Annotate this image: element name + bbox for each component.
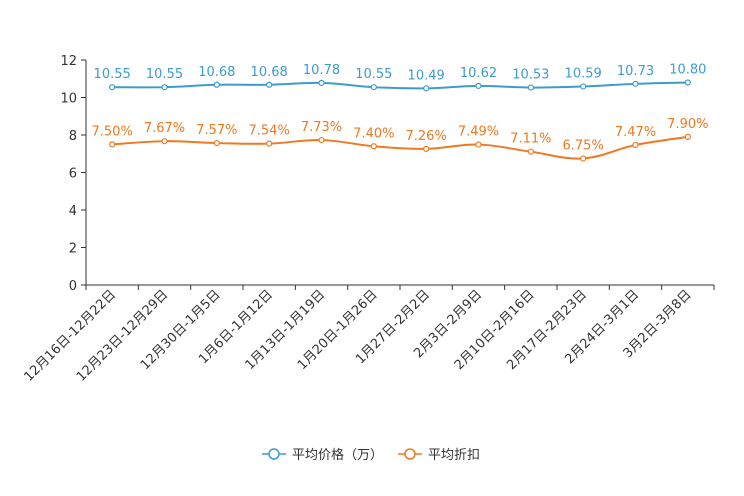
series-1-point — [684, 79, 691, 86]
x-tick-label: 12月23日-12月29日 — [74, 287, 171, 384]
series-1-data-label: 10.55 — [94, 67, 131, 82]
series-1-point — [109, 84, 116, 91]
series-1-point — [318, 79, 325, 86]
series-1-point — [423, 85, 430, 92]
series-2-point — [684, 133, 691, 140]
chart-axes: 02468101212月16日-12月22日12月23日-12月29日12月30… — [22, 54, 715, 385]
series-1-point — [527, 84, 534, 91]
series-2-point — [580, 155, 587, 162]
series-2-point — [423, 145, 430, 152]
series-1-data-label: 10.59 — [565, 66, 602, 81]
series-1-data-label: 10.55 — [146, 67, 183, 82]
series-2-point — [213, 139, 220, 147]
series-2-data-label: 7.73% — [301, 120, 342, 135]
y-tick-label: 4 — [69, 204, 77, 219]
series-1-data-label: 10.80 — [669, 63, 706, 78]
y-tick-label: 12 — [60, 54, 77, 69]
series-1-point — [161, 84, 168, 91]
y-tick-label: 2 — [69, 242, 77, 257]
series-2-data-label: 7.54% — [249, 124, 290, 139]
y-tick-label: 6 — [69, 167, 77, 182]
series-1-data-label: 10.55 — [355, 67, 392, 82]
series-1-data-label: 10.53 — [512, 68, 549, 83]
series-1-point — [632, 80, 639, 87]
legend-label-2: 平均折扣 — [428, 448, 480, 463]
legend-swatch-marker-1 — [268, 448, 280, 460]
series-2-point — [475, 141, 482, 148]
series-1-point — [266, 81, 273, 88]
series-1-point — [213, 81, 220, 88]
series-2-point — [527, 148, 534, 155]
series-1-data-label: 10.62 — [460, 66, 497, 81]
series-2-data-label: 7.11% — [510, 132, 551, 147]
series-1-data-label: 10.73 — [617, 64, 654, 79]
series-2-data-label: 7.50% — [92, 124, 133, 139]
series-2-point — [266, 140, 273, 147]
data-labels-layer: 10.55 10.55 10.68 10.68 10.78 10.55 10.49 10.62… — [92, 63, 709, 154]
series-1-data-label: 10.49 — [408, 68, 445, 83]
series-2-point — [161, 138, 168, 145]
y-tick-label: 0 — [69, 279, 77, 294]
series-2-data-label: 7.67% — [144, 121, 185, 136]
series-1-data-label: 10.78 — [303, 63, 340, 78]
series-2-point — [370, 143, 377, 150]
series-1-point — [370, 84, 377, 91]
x-tick-label: 12月16日-12月22日 — [22, 287, 119, 384]
series-2-point — [632, 141, 639, 149]
series-1-data-label: 10.68 — [251, 65, 288, 80]
y-tick-label: 10 — [60, 92, 77, 107]
series-2-data-label: 7.26% — [406, 129, 447, 144]
series-2-data-label: 7.40% — [353, 126, 394, 141]
series-2-data-label: 7.57% — [196, 123, 237, 138]
series-2-point — [109, 141, 116, 148]
series-layer — [109, 79, 691, 162]
legend-label-1: 平均价格（万） — [292, 447, 383, 463]
series-2-point — [318, 136, 325, 144]
series-1-point — [580, 83, 587, 90]
y-tick-label: 8 — [69, 129, 77, 144]
series-1-point — [475, 82, 482, 89]
legend: 平均价格（万） 平均折扣 — [262, 447, 480, 463]
series-1-data-label: 10.68 — [198, 65, 235, 80]
series-2-data-label: 6.75% — [563, 138, 604, 153]
series-line-1 — [112, 81, 688, 90]
series-2-data-label: 7.90% — [667, 117, 708, 132]
series-2-data-label: 7.49% — [458, 125, 499, 140]
series-2-data-label: 7.47% — [615, 125, 656, 140]
series-line-2 — [112, 135, 688, 160]
legend-swatch-marker-2 — [404, 448, 416, 460]
